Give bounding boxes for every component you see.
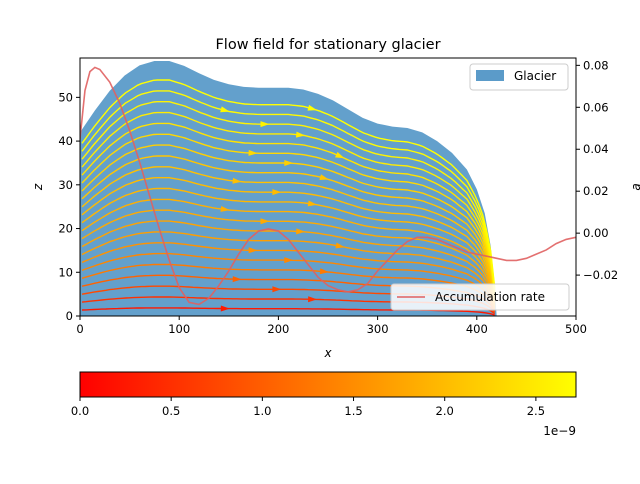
streamline-arrow [319,268,330,275]
streamline-arrow [307,104,317,111]
x-axis-ticks: 0 100 200 300 400 500 [76,316,587,336]
right-y-tick-label: 0.02 [583,184,609,198]
colorbar-tick-label: 2.5 [527,404,545,418]
x-tick-label: 300 [367,322,389,336]
streamline-arrow [220,106,230,113]
streamline-arrow [307,200,318,207]
streamline [81,187,496,301]
left-y-tick-label: 10 [58,265,73,279]
streamline [81,263,496,311]
streamline-arrow [248,247,258,254]
left-y-axis-ticks: 0 10 20 30 40 50 [58,90,80,323]
left-y-tick-label: 0 [66,309,73,323]
streamline [81,242,496,308]
streamline-arrow [319,174,329,181]
colorbar-ticks: 0.0 0.5 1.0 1.5 2.0 2.5 [71,397,545,418]
left-y-tick-label: 40 [58,134,73,148]
chart-title: Flow field for stationary glacier [215,37,440,53]
left-y-axis-label: z [31,183,45,191]
streamline-arrow [260,218,270,225]
streamline-arrow [272,189,282,196]
streamline-arrow [335,242,345,249]
streamline-arrow [232,177,242,184]
glacier-legend-swatch [476,70,504,81]
colorbar-tick-label: 0.5 [162,404,180,418]
right-y-tick-label: 0.00 [583,226,609,240]
streamline-arrow [308,296,318,303]
streamline-arrow [296,228,306,235]
right-y-tick-label: −0.02 [583,268,618,282]
accumulation-legend-label: Accumulation rate [435,290,545,304]
streamline [81,177,496,300]
streamline [81,133,496,295]
streamline [81,90,496,290]
streamline-arrow [295,131,306,138]
x-tick-label: 200 [267,322,289,336]
x-tick-label: 500 [565,322,587,336]
left-y-tick-label: 20 [58,222,73,236]
right-y-tick-label: 0.04 [583,142,609,156]
glacier-legend-label: Glacier [514,69,556,83]
accumulation-legend: Accumulation rate [390,283,570,311]
streamline [81,220,496,305]
streamline-arrow [284,160,294,167]
x-tick-label: 100 [168,322,190,336]
colorbar-tick-label: 0.0 [71,404,89,418]
plot-frame [79,57,577,317]
colorbar: 0.0 0.5 1.0 1.5 2.0 2.5 1e−9 [71,371,577,438]
x-tick-label: 400 [466,322,488,336]
colorbar-tick-label: 1.5 [344,404,362,418]
streamlines [81,79,496,316]
streamline-arrow [232,276,242,283]
streamline-arrow [220,305,230,312]
glacier-area [80,61,497,316]
streamline [81,209,496,304]
right-y-axis-label: a [629,183,640,190]
streamline-arrow [272,286,282,293]
left-y-tick-label: 30 [58,178,73,192]
colorbar-tick-label: 2.0 [436,404,454,418]
glacier-legend: Glacier [469,63,569,91]
streamline-arrow [260,121,270,128]
right-y-axis-ticks: −0.02 0.00 0.02 0.04 0.06 0.08 [576,58,618,282]
streamline-arrow [284,257,294,264]
left-y-tick-label: 50 [58,90,73,104]
x-axis-label: x [323,346,332,360]
streamline-arrow [335,151,345,159]
streamline [81,111,496,292]
streamline-arrow [248,149,258,156]
right-y-tick-label: 0.08 [583,58,609,72]
streamline [81,166,496,299]
streamline [81,155,496,297]
streamline-arrow [220,205,230,212]
colorbar-tick-label: 1.0 [253,404,271,418]
streamline [81,122,496,293]
streamline [81,101,496,291]
colorbar-gradient [79,371,577,398]
right-y-tick-label: 0.06 [583,100,609,114]
accumulation-rate-line [80,66,576,306]
x-tick-label: 0 [76,322,83,336]
colorbar-offset-label: 1e−9 [543,424,576,438]
streamline [81,79,496,288]
